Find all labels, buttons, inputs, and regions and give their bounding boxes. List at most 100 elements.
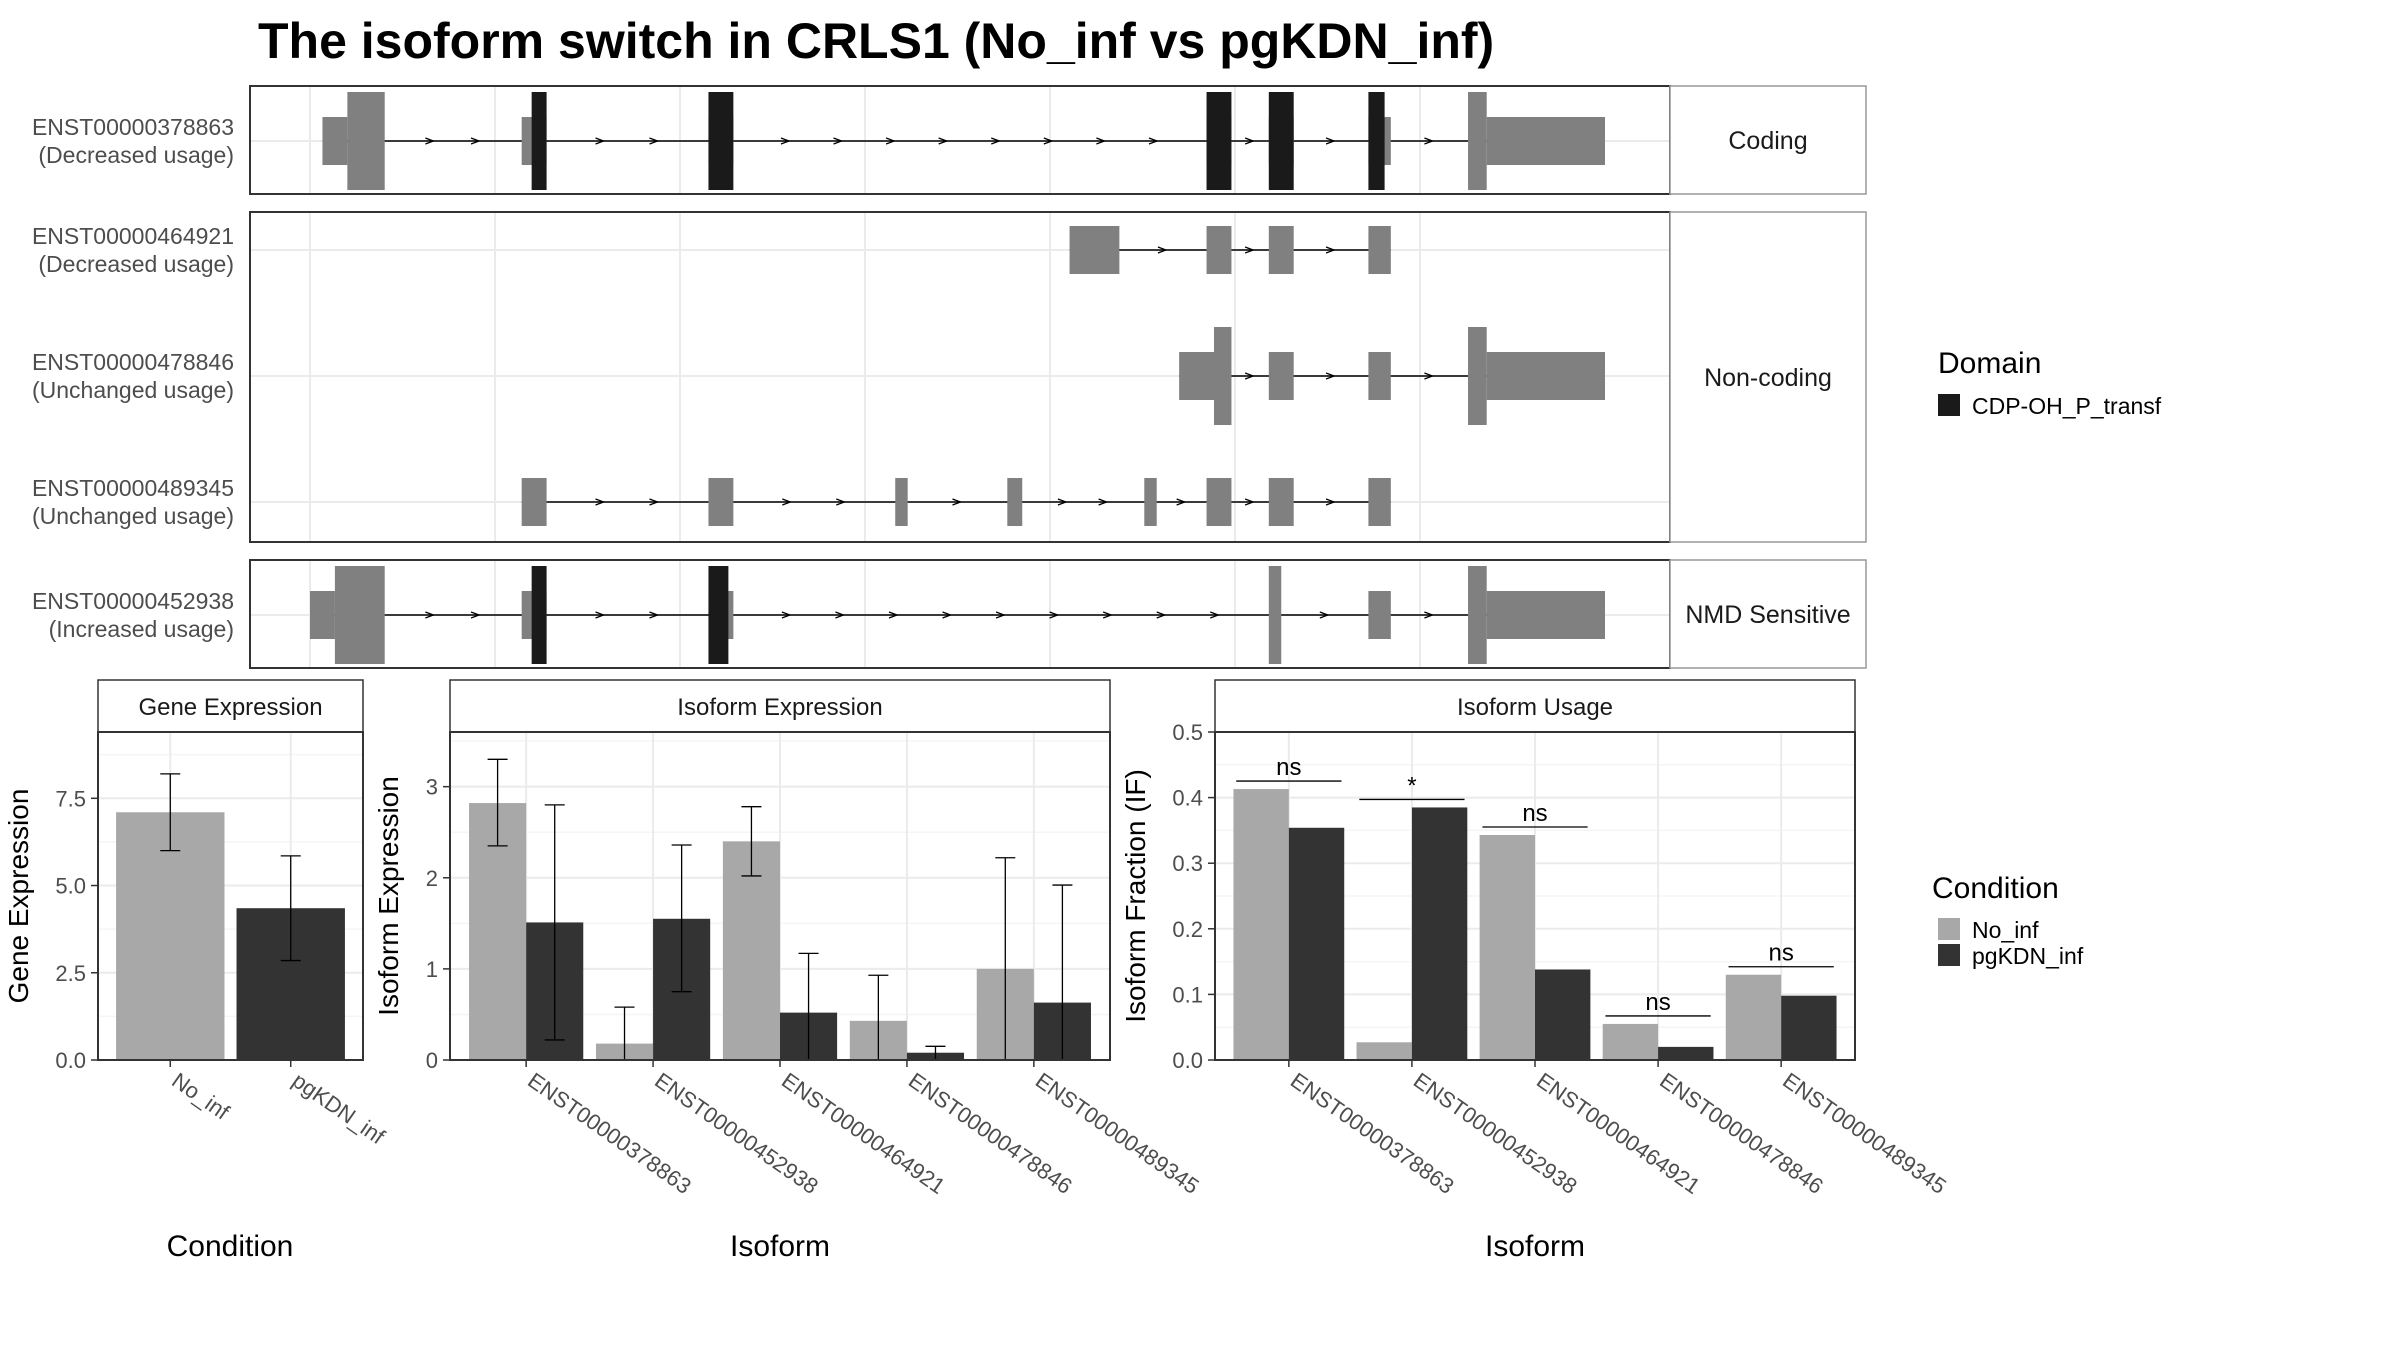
domain-block xyxy=(1368,92,1385,190)
cds-exon xyxy=(334,566,385,664)
chart-strip-title: Isoform Expression xyxy=(677,694,882,721)
structure-strip xyxy=(1669,211,1867,543)
utr-exon xyxy=(322,117,348,165)
transcript-usage-label: (Unchanged usage) xyxy=(32,377,234,403)
intron-direction-arrow xyxy=(1244,137,1255,145)
intron-direction-arrow xyxy=(1043,137,1054,145)
intron-direction-arrow xyxy=(1098,498,1109,506)
intron-direction-arrow xyxy=(649,137,660,145)
intron-direction-arrow xyxy=(1096,137,1107,145)
cds-exon xyxy=(1214,327,1232,425)
intron-direction-arrow xyxy=(952,498,963,506)
intron-direction-arrow xyxy=(425,611,436,619)
intron-direction-arrow xyxy=(1157,246,1168,254)
exon xyxy=(1368,226,1391,274)
transcript-usage-label: (Unchanged usage) xyxy=(32,503,234,529)
cds-exon xyxy=(1268,566,1282,664)
intron-direction-arrow xyxy=(1424,372,1435,380)
intron-direction-arrow xyxy=(991,137,1002,145)
exon xyxy=(1206,478,1232,526)
intron-direction-arrow xyxy=(1244,498,1255,506)
y-tick-label: 0.4 xyxy=(1172,786,1203,811)
utr-exon xyxy=(1486,591,1605,639)
exon xyxy=(1144,478,1157,526)
exon xyxy=(1268,352,1294,400)
y-tick-label: 0.3 xyxy=(1172,851,1203,876)
y-axis-title: Isoform Expression xyxy=(373,776,404,1016)
intron-direction-arrow xyxy=(1102,611,1114,619)
cds-exon xyxy=(1468,92,1487,190)
intron-direction-arrow xyxy=(1210,611,1221,619)
x-axis-title: Isoform xyxy=(1485,1230,1585,1263)
intron-direction-arrow xyxy=(1325,137,1336,145)
y-tick-label: 1 xyxy=(426,957,438,982)
y-tick-label: 5.0 xyxy=(55,874,86,899)
chart-1: Isoform Expression0123ENST00000378863ENS… xyxy=(373,679,1204,1263)
figure-title: The isoform switch in CRLS1 (No_inf vs p… xyxy=(258,13,1494,69)
structure-strip xyxy=(1669,85,1867,195)
structure-strip-label: NMD Sensitive xyxy=(1685,601,1850,629)
cds-exon xyxy=(1468,566,1487,664)
bar-No_inf xyxy=(1356,1042,1412,1060)
intron-direction-arrow xyxy=(888,611,899,619)
utr-exon xyxy=(1179,352,1215,400)
condition-legend-key-no-inf xyxy=(1938,918,1960,940)
bar-pgKDN_inf xyxy=(1658,1046,1714,1060)
exon xyxy=(1368,478,1391,526)
transcript-id-label: ENST00000378863 xyxy=(32,114,234,140)
domain-block xyxy=(708,92,734,190)
exon xyxy=(1206,226,1232,274)
bar-pgKDN_inf xyxy=(1781,995,1837,1060)
domain-block xyxy=(1268,92,1294,190)
intron-direction-arrow xyxy=(1148,137,1159,145)
intron-direction-arrow xyxy=(470,137,481,145)
y-axis-title: Gene Expression xyxy=(3,789,34,1004)
intron-direction-arrow xyxy=(1325,372,1336,380)
transcript-structure-panel: ENST00000378863(Decreased usage) CodingEN… xyxy=(32,85,1867,669)
transcript-id-label: ENST00000489345 xyxy=(32,475,234,501)
intron-direction-arrow xyxy=(425,137,436,145)
exon xyxy=(1268,478,1294,526)
condition-legend-key-pgkdn-inf xyxy=(1938,944,1960,966)
bar-No_inf xyxy=(1233,789,1289,1060)
bar-No_inf xyxy=(1725,974,1782,1060)
chart-strip-title: Isoform Usage xyxy=(1457,694,1613,721)
condition-legend: Condition No_inf pgKDN_inf xyxy=(1932,872,2084,969)
intron-direction-arrow xyxy=(938,137,949,145)
x-tick-label: pgKDN_inf xyxy=(288,1068,390,1150)
intron-direction-arrow xyxy=(1319,611,1330,619)
chart-plot-border xyxy=(97,731,364,1061)
domain-block xyxy=(1206,92,1232,190)
chart-strip xyxy=(449,679,1111,733)
y-tick-label: 2.5 xyxy=(55,961,86,986)
utr-exon xyxy=(1069,226,1120,274)
intron-direction-arrow xyxy=(781,611,792,619)
intron-direction-arrow xyxy=(649,498,660,506)
bar-No_inf xyxy=(116,812,225,1060)
significance-label: ns xyxy=(1645,989,1670,1016)
intron-direction-arrow xyxy=(1325,498,1336,506)
chart-strip xyxy=(1214,679,1856,733)
intron-direction-arrow xyxy=(595,137,606,145)
intron-direction-arrow xyxy=(595,498,606,506)
bar-No_inf xyxy=(722,841,780,1060)
bar-charts: Gene Expression 0.0 2.5 5.0 7.5 No_inf pgKDN_i… xyxy=(3,679,1951,1263)
transcript-usage-label: (Increased usage) xyxy=(49,616,234,642)
exon xyxy=(1268,226,1294,274)
chart-strip-title: Gene Expression xyxy=(138,694,322,721)
intron-direction-arrow xyxy=(595,611,606,619)
x-axis-title: Isoform xyxy=(730,1230,830,1263)
cds-exon xyxy=(347,92,385,190)
intron-direction-arrow xyxy=(836,498,847,506)
y-tick-label: 7.5 xyxy=(55,786,86,811)
bar-pgKDN_inf xyxy=(1535,969,1591,1060)
exon xyxy=(1368,591,1391,639)
condition-legend-label-no-inf: No_inf xyxy=(1972,917,2039,943)
utr-exon xyxy=(1486,352,1605,400)
structure-strip xyxy=(1669,559,1867,669)
y-axis-title: Isoform Fraction (IF) xyxy=(1120,769,1151,1023)
intron-direction-arrow xyxy=(470,611,481,619)
structure-strip-label: Coding xyxy=(1728,127,1807,155)
intron-direction-arrow xyxy=(835,611,846,619)
